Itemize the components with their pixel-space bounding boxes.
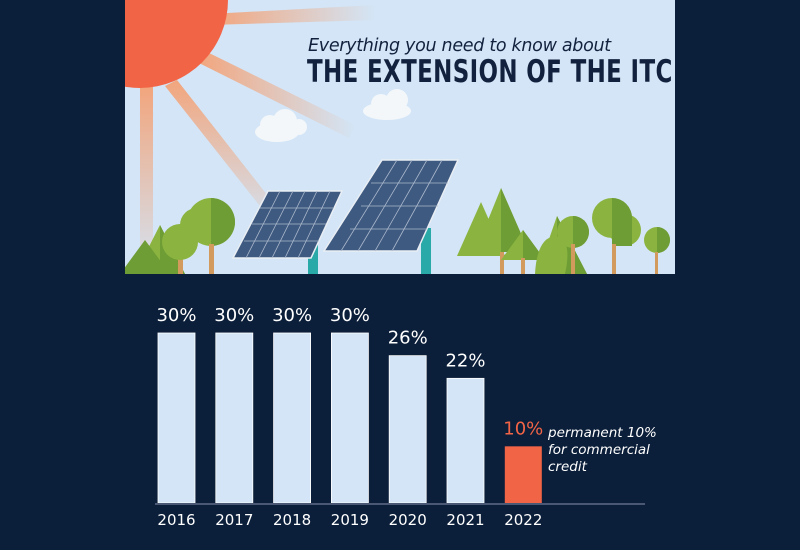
annotation-line-2: for commercial bbox=[548, 442, 650, 458]
itc-bar-chart: 30% 2016 30% 2017 30% 2018 30% 2019 26% 2020 22% 20… bbox=[155, 305, 645, 529]
bar-2016 bbox=[157, 332, 196, 504]
panel-stand bbox=[421, 228, 431, 274]
year-label-2017: 2017 bbox=[215, 511, 253, 529]
illustration-svg bbox=[125, 0, 670, 274]
year-label-2019: 2019 bbox=[331, 511, 369, 529]
solar-panel-large bbox=[322, 159, 460, 252]
sun-ray bbox=[140, 85, 153, 250]
bar-2022 bbox=[504, 446, 542, 503]
value-label-2022: 10% bbox=[503, 418, 543, 439]
solar-panel-small bbox=[231, 190, 344, 259]
cloud bbox=[363, 89, 411, 120]
year-label-2022: 2022 bbox=[504, 511, 542, 529]
bar-2018 bbox=[273, 332, 312, 504]
hero-title: THE EXTENSION OF THE ITC bbox=[307, 54, 673, 90]
hero-subtitle: Everything you need to know about bbox=[308, 36, 611, 56]
value-label-2017: 30% bbox=[214, 305, 254, 326]
trees-left bbox=[125, 198, 235, 274]
bar-2020 bbox=[388, 355, 427, 504]
year-label-2020: 2020 bbox=[389, 511, 427, 529]
sun-ray bbox=[210, 5, 375, 25]
bar-2021 bbox=[446, 377, 485, 504]
sun-ray bbox=[197, 50, 355, 138]
year-label-2018: 2018 bbox=[273, 511, 311, 529]
year-label-2021: 2021 bbox=[446, 511, 484, 529]
value-label-2020: 26% bbox=[388, 328, 428, 349]
year-label-2016: 2016 bbox=[157, 511, 195, 529]
sun-ray bbox=[165, 80, 275, 210]
value-label-2018: 30% bbox=[272, 305, 312, 326]
hero-illustration: Everything you need to know about THE EX… bbox=[125, 0, 675, 274]
annotation-line-3: credit bbox=[548, 459, 587, 475]
cloud bbox=[255, 109, 307, 142]
trees-right bbox=[457, 188, 670, 274]
annotation-note: permanent 10% for commercial credit bbox=[548, 425, 678, 476]
bars-group: 30% 2016 30% 2017 30% 2018 30% 2019 26% 2020 22% 20… bbox=[156, 305, 543, 529]
bar-2017 bbox=[215, 332, 254, 504]
sun-rays bbox=[140, 5, 375, 250]
sun-icon bbox=[125, 0, 228, 88]
bar-2019 bbox=[330, 332, 369, 504]
value-label-2016: 30% bbox=[156, 305, 196, 326]
annotation-line-1: permanent 10% bbox=[548, 425, 657, 441]
value-label-2021: 22% bbox=[445, 350, 485, 371]
value-label-2019: 30% bbox=[330, 305, 370, 326]
